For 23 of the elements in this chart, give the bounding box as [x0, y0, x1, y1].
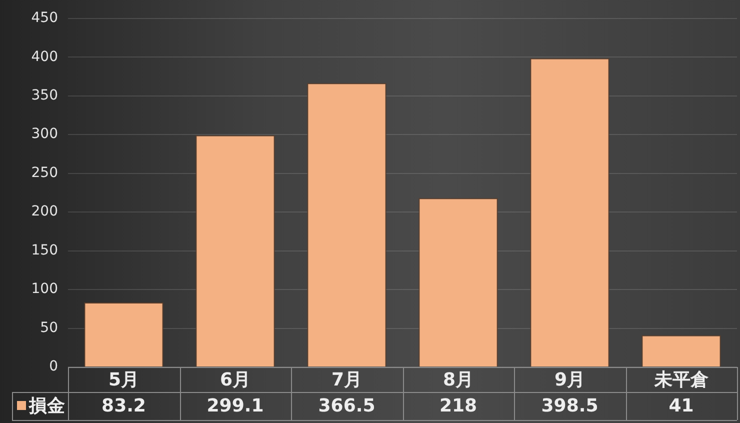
data-label: 218: [439, 396, 478, 417]
y-tick-label: 0: [49, 358, 58, 375]
data-label: 41: [668, 396, 694, 417]
data-label: 398.5: [541, 396, 598, 417]
y-tick-label: 50: [40, 320, 58, 336]
y-tick-label: 200: [31, 204, 58, 220]
x-tick-label: 6月: [220, 369, 251, 390]
x-tick-label: 7月: [331, 369, 362, 390]
x-tick-label: 5月: [108, 369, 140, 390]
y-tick-label: 300: [31, 126, 58, 142]
y-tick-label: 150: [31, 242, 58, 258]
data-label: 83.2: [102, 396, 146, 417]
y-tick-label: 450: [31, 10, 58, 26]
x-tick-label: 8月: [442, 369, 474, 390]
y-tick-label: 400: [31, 48, 58, 65]
x-tick-label: 未平倉: [653, 369, 710, 390]
data-label: 299.1: [206, 396, 264, 417]
legend-label: 損金: [28, 396, 65, 417]
y-tick-label: 250: [31, 164, 58, 181]
y-tick-label: 100: [31, 281, 58, 298]
y-tick-label: 350: [31, 88, 58, 104]
data-label: 366.5: [318, 396, 376, 417]
x-tick-label: 9月: [554, 369, 586, 390]
